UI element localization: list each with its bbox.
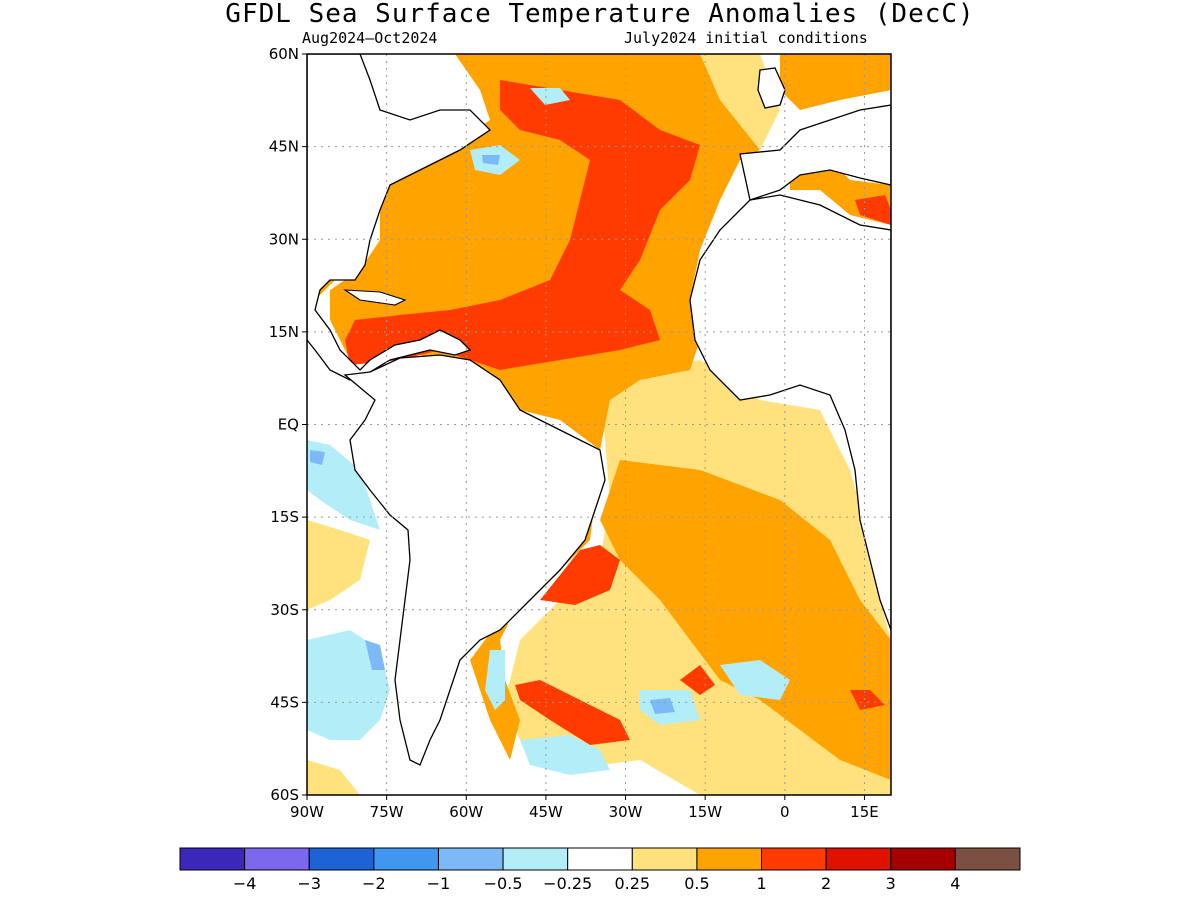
colorbar-swatch [502,847,569,871]
lat-tick-label: EQ [278,416,299,434]
lat-tick-label: 15S [270,508,299,526]
lon-tick-label: 90W [290,803,324,821]
colorbar-tick-label: −0.5 [484,874,523,893]
colorbar-swatch [179,847,246,871]
anomaly-region-negative-weak-north2 [530,88,570,105]
colorbar-swatch [696,847,763,871]
colorbar-tick-label: −3 [297,874,321,893]
colorbar-tick-label: 0.5 [684,874,709,893]
colorbar-swatch [308,847,375,871]
africa-land [689,194,891,631]
cuba-land [343,289,407,306]
anomaly-region-negative-moderate-1 [365,640,385,670]
colorbar-swatch [954,847,1021,871]
anomaly-region-negative-weak-south2 [520,735,610,775]
colorbar-swatch [825,847,892,871]
anomaly-region-positive-strong-south4 [850,690,885,710]
anomaly-region-positive-weak-pacific-south [307,760,360,795]
map-frame [306,53,892,796]
colorbar-swatch [244,847,310,871]
colorbar-swatch [437,847,504,871]
lat-tick-label: 45S [270,693,299,711]
colorbar-tick-label: 4 [950,874,960,893]
colorbar-tick-label: −4 [233,874,257,893]
north-america-land [307,54,492,381]
chart-title: GFDL Sea Surface Temperature Anomalies (… [225,0,975,29]
anomaly-region-negative-moderate-2 [650,698,675,714]
british-isles-land [757,67,786,109]
anomaly-region-negative-weak-south4 [720,660,790,700]
colorbar-tick-label: 3 [886,874,896,893]
anomaly-region-positive-weak-pacific [307,520,370,610]
lat-tick-label: 60N [269,45,299,63]
colorbar-tick-label: −0.25 [543,874,592,893]
lon-tick-label: 15W [688,803,722,821]
anomaly-region-negative-weak-pacific [307,440,380,530]
anomaly-region-negative-moderate-3 [482,155,500,165]
lon-tick-label: 15E [850,803,879,821]
anomaly-region-positive-moderate-south [600,460,891,780]
lat-tick-label: 30S [270,601,299,619]
colorbar-labels: −4 −3 −2 −1 −0.5 −0.25 0.25 0.5 1 2 3 4 [233,874,961,893]
colorbar-tick-label: 2 [821,874,831,893]
colorbar-tick-label: −2 [362,874,386,893]
lon-tick-label: 45W [529,803,563,821]
anomaly-region-positive-strong [345,80,700,370]
anomaly-region-positive-strong-south3 [680,665,715,695]
initial-conditions-subtitle: July2024 initial conditions [624,29,868,47]
lat-tick-label: 30N [269,230,299,248]
anomaly-region-negative-weak-south [485,650,505,710]
lat-tick-label: 60S [270,786,299,804]
colorbar [179,847,1021,871]
map-gridlines [307,54,891,795]
lon-tick-label: 30W [609,803,643,821]
colorbar-swatch [761,847,827,871]
anomaly-region-positive-strong-south [540,545,620,605]
anomaly-region-positive-moderate [330,54,760,760]
colorbar-swatch [373,847,439,871]
lon-tick-label: 0 [780,803,790,821]
lon-tick-label: 75W [370,803,404,821]
lon-tick-label: 60W [449,803,483,821]
europe-land [739,104,891,201]
colorbar-tick-label: 0.25 [614,874,650,893]
land-mask [307,54,891,766]
forecast-period-subtitle: Aug2024–Oct2024 [302,29,438,47]
lat-tick-label: 45N [269,138,299,156]
latitude-tick-labels: 60N 45N 30N 15N EQ 15S 30S 45S 60S [269,45,307,804]
colorbar-tick-label: 1 [756,874,766,893]
colorbar-swatch [567,847,633,871]
anomaly-region-negative-moderate-4 [310,450,325,465]
colorbar-swatch [890,847,956,871]
colorbar-swatch [631,847,698,871]
lat-tick-label: 15N [269,323,299,341]
colorbar-tick-label: −1 [427,874,451,893]
anomaly-region-positive-moderate-northeast [780,54,891,110]
longitude-tick-labels: 90W 75W 60W 45W 30W 15W 0 15E [290,795,879,821]
anomaly-region-positive-strong-south2 [515,680,630,745]
